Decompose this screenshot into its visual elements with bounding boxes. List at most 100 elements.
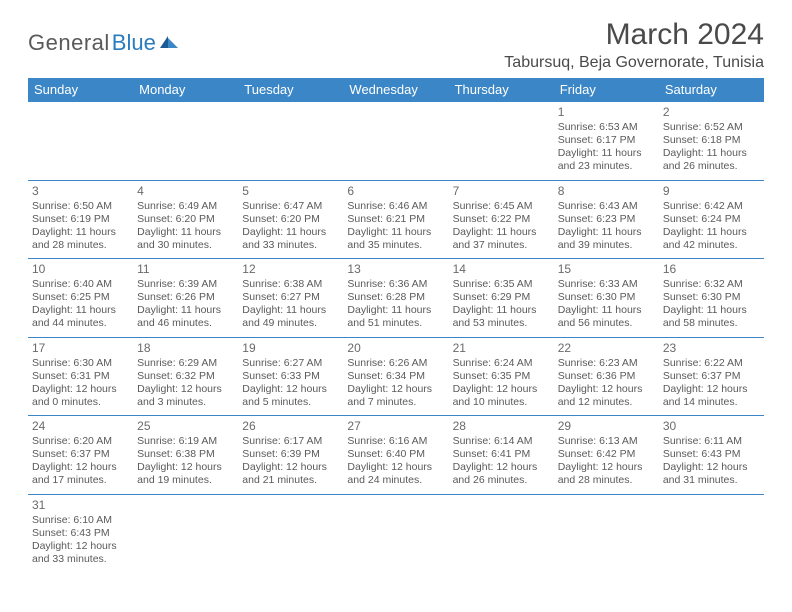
daylight-line: Daylight: 12 hours and 12 minutes. [558,383,655,409]
weekday-header: Tuesday [238,78,343,102]
calendar-day-cell: 18Sunrise: 6:29 AMSunset: 6:32 PMDayligh… [133,337,238,416]
daylight-line: Daylight: 12 hours and 33 minutes. [32,540,129,566]
sunset-line: Sunset: 6:22 PM [453,213,550,226]
calendar-day-cell: 5Sunrise: 6:47 AMSunset: 6:20 PMDaylight… [238,180,343,259]
daylight-line: Daylight: 11 hours and 39 minutes. [558,226,655,252]
sunrise-line: Sunrise: 6:35 AM [453,278,550,291]
daylight-line: Daylight: 12 hours and 10 minutes. [453,383,550,409]
daylight-line: Daylight: 11 hours and 37 minutes. [453,226,550,252]
sunset-line: Sunset: 6:29 PM [453,291,550,304]
daylight-line: Daylight: 11 hours and 46 minutes. [137,304,234,330]
calendar-day-cell: 6Sunrise: 6:46 AMSunset: 6:21 PMDaylight… [343,180,448,259]
sunrise-line: Sunrise: 6:36 AM [347,278,444,291]
calendar-day-cell: 21Sunrise: 6:24 AMSunset: 6:35 PMDayligh… [449,337,554,416]
day-number: 14 [453,262,550,277]
calendar-day-cell: 30Sunrise: 6:11 AMSunset: 6:43 PMDayligh… [659,416,764,495]
daylight-line: Daylight: 11 hours and 44 minutes. [32,304,129,330]
calendar-day-cell: 22Sunrise: 6:23 AMSunset: 6:36 PMDayligh… [554,337,659,416]
sunrise-line: Sunrise: 6:39 AM [137,278,234,291]
sunset-line: Sunset: 6:27 PM [242,291,339,304]
location-text: Tabursuq, Beja Governorate, Tunisia [504,54,764,72]
sunset-line: Sunset: 6:28 PM [347,291,444,304]
sunset-line: Sunset: 6:30 PM [663,291,760,304]
calendar-day-cell: 29Sunrise: 6:13 AMSunset: 6:42 PMDayligh… [554,416,659,495]
sunset-line: Sunset: 6:24 PM [663,213,760,226]
daylight-line: Daylight: 11 hours and 56 minutes. [558,304,655,330]
day-number: 13 [347,262,444,277]
calendar-day-cell: 27Sunrise: 6:16 AMSunset: 6:40 PMDayligh… [343,416,448,495]
brand-part1: General [28,30,110,56]
day-number: 29 [558,419,655,434]
day-number: 4 [137,184,234,199]
calendar-empty-cell [449,494,554,572]
sunrise-line: Sunrise: 6:26 AM [347,357,444,370]
daylight-line: Daylight: 12 hours and 24 minutes. [347,461,444,487]
sunrise-line: Sunrise: 6:47 AM [242,200,339,213]
month-title: March 2024 [504,18,764,52]
sunset-line: Sunset: 6:42 PM [558,448,655,461]
daylight-line: Daylight: 12 hours and 26 minutes. [453,461,550,487]
calendar-day-cell: 9Sunrise: 6:42 AMSunset: 6:24 PMDaylight… [659,180,764,259]
sunrise-line: Sunrise: 6:11 AM [663,435,760,448]
daylight-line: Daylight: 11 hours and 26 minutes. [663,147,760,173]
calendar-table: SundayMondayTuesdayWednesdayThursdayFrid… [28,78,764,572]
sunrise-line: Sunrise: 6:14 AM [453,435,550,448]
weekday-row: SundayMondayTuesdayWednesdayThursdayFrid… [28,78,764,102]
sunset-line: Sunset: 6:43 PM [32,527,129,540]
day-number: 17 [32,341,129,356]
day-number: 28 [453,419,550,434]
daylight-line: Daylight: 12 hours and 3 minutes. [137,383,234,409]
daylight-line: Daylight: 11 hours and 42 minutes. [663,226,760,252]
day-number: 25 [137,419,234,434]
sunset-line: Sunset: 6:36 PM [558,370,655,383]
sunset-line: Sunset: 6:25 PM [32,291,129,304]
sunrise-line: Sunrise: 6:29 AM [137,357,234,370]
calendar-day-cell: 12Sunrise: 6:38 AMSunset: 6:27 PMDayligh… [238,259,343,338]
sunset-line: Sunset: 6:31 PM [32,370,129,383]
day-number: 30 [663,419,760,434]
sunrise-line: Sunrise: 6:40 AM [32,278,129,291]
calendar-day-cell: 7Sunrise: 6:45 AMSunset: 6:22 PMDaylight… [449,180,554,259]
sunset-line: Sunset: 6:19 PM [32,213,129,226]
calendar-day-cell: 15Sunrise: 6:33 AMSunset: 6:30 PMDayligh… [554,259,659,338]
day-number: 2 [663,105,760,120]
sunrise-line: Sunrise: 6:20 AM [32,435,129,448]
sunrise-line: Sunrise: 6:46 AM [347,200,444,213]
calendar-day-cell: 10Sunrise: 6:40 AMSunset: 6:25 PMDayligh… [28,259,133,338]
sunset-line: Sunset: 6:26 PM [137,291,234,304]
day-number: 27 [347,419,444,434]
sunrise-line: Sunrise: 6:53 AM [558,121,655,134]
day-number: 1 [558,105,655,120]
sunrise-line: Sunrise: 6:24 AM [453,357,550,370]
day-number: 26 [242,419,339,434]
day-number: 3 [32,184,129,199]
day-number: 20 [347,341,444,356]
header: General Blue March 2024 Tabursuq, Beja G… [28,18,764,72]
calendar-day-cell: 16Sunrise: 6:32 AMSunset: 6:30 PMDayligh… [659,259,764,338]
day-number: 8 [558,184,655,199]
daylight-line: Daylight: 12 hours and 7 minutes. [347,383,444,409]
day-number: 21 [453,341,550,356]
daylight-line: Daylight: 12 hours and 31 minutes. [663,461,760,487]
day-number: 19 [242,341,339,356]
sunrise-line: Sunrise: 6:43 AM [558,200,655,213]
daylight-line: Daylight: 12 hours and 0 minutes. [32,383,129,409]
sunset-line: Sunset: 6:21 PM [347,213,444,226]
daylight-line: Daylight: 12 hours and 14 minutes. [663,383,760,409]
day-number: 15 [558,262,655,277]
calendar-week-row: 1Sunrise: 6:53 AMSunset: 6:17 PMDaylight… [28,102,764,181]
calendar-day-cell: 26Sunrise: 6:17 AMSunset: 6:39 PMDayligh… [238,416,343,495]
daylight-line: Daylight: 11 hours and 58 minutes. [663,304,760,330]
sunrise-line: Sunrise: 6:27 AM [242,357,339,370]
sunrise-line: Sunrise: 6:19 AM [137,435,234,448]
day-number: 24 [32,419,129,434]
sunrise-line: Sunrise: 6:22 AM [663,357,760,370]
sunset-line: Sunset: 6:18 PM [663,134,760,147]
daylight-line: Daylight: 11 hours and 28 minutes. [32,226,129,252]
sunrise-line: Sunrise: 6:13 AM [558,435,655,448]
sunset-line: Sunset: 6:38 PM [137,448,234,461]
calendar-day-cell: 24Sunrise: 6:20 AMSunset: 6:37 PMDayligh… [28,416,133,495]
calendar-body: 1Sunrise: 6:53 AMSunset: 6:17 PMDaylight… [28,102,764,573]
sunset-line: Sunset: 6:20 PM [242,213,339,226]
calendar-day-cell: 28Sunrise: 6:14 AMSunset: 6:41 PMDayligh… [449,416,554,495]
